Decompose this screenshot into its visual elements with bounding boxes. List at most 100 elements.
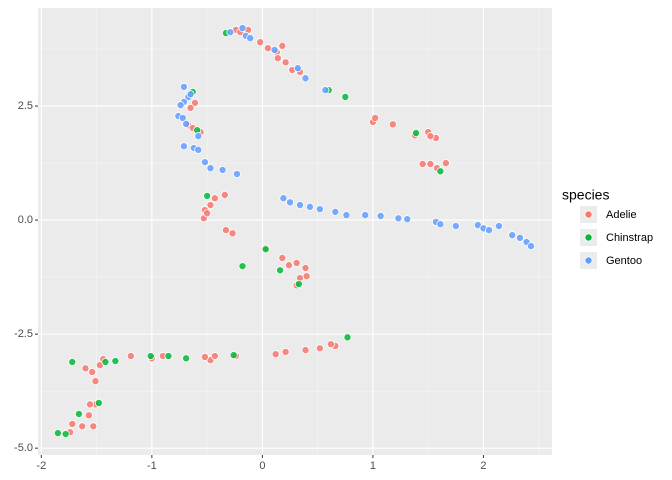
point [361,211,370,220]
point [441,159,450,168]
point [270,45,279,54]
point [194,145,203,154]
point [210,194,219,203]
point [232,170,241,179]
point [194,132,203,141]
point [190,98,199,107]
point [284,261,293,270]
point [388,120,397,129]
point [210,352,219,361]
point [301,263,310,272]
point [186,103,195,112]
point [371,113,380,122]
y-tick-label: -5.0 [14,442,33,454]
point [301,74,310,83]
point [302,272,311,281]
point [256,38,265,47]
x-tick-label: 2 [480,460,486,472]
point [295,201,304,210]
point [85,400,94,409]
point [342,211,351,220]
x-tick-label: 1 [370,460,376,472]
point [321,86,330,95]
point [61,430,70,439]
point [331,207,340,216]
point [164,352,173,361]
point [200,352,209,361]
point [281,347,290,356]
point [426,132,435,141]
point [220,191,229,200]
point [305,202,314,211]
point [206,164,215,173]
x-tick-label: -2 [36,460,46,472]
point [484,226,493,235]
point [276,266,285,275]
point [179,82,188,91]
point [228,229,237,238]
point [261,245,270,254]
point [111,357,120,366]
point [200,158,209,167]
axes: -2 -1 0 1 2 -5.0 -2.5 0.0 2.5 [14,100,486,472]
x-tick-label: 0 [259,460,265,472]
point [178,113,187,122]
point [203,191,212,200]
point [341,92,350,101]
y-tick-label: -2.5 [14,328,33,340]
legend-label: Gentoo [606,255,642,267]
point [273,54,282,63]
point [278,253,287,262]
point [526,242,535,251]
legend: species Adelie Chinstrap Gentoo [562,187,653,269]
point [176,101,185,110]
point [68,419,77,428]
legend-label: Adelie [606,209,637,221]
point [238,24,247,33]
point [226,28,235,37]
point [74,409,83,418]
point [436,220,445,229]
point [281,58,290,67]
point [126,352,135,361]
legend-swatch [584,210,593,219]
point [182,354,191,363]
point [403,215,412,224]
point [146,352,155,361]
point [279,194,288,203]
point [203,209,212,218]
point [418,159,427,168]
point [179,142,188,151]
point [436,167,445,176]
point [229,351,238,360]
legend-swatch [584,256,593,265]
point [394,214,403,223]
panel [38,8,552,455]
point [84,411,93,420]
y-tick-label: 0.0 [18,214,33,226]
point [292,258,301,267]
point [426,159,435,168]
point [78,422,87,431]
points [53,24,535,439]
point [218,165,227,174]
point [246,34,255,43]
point [271,350,280,359]
point [315,344,324,353]
point [286,198,295,207]
point [182,119,191,128]
point [206,201,215,210]
point [101,357,110,366]
legend-swatch [584,233,593,242]
point [68,357,77,366]
point [221,226,230,235]
point [53,429,62,438]
point [91,377,100,386]
point [343,333,352,342]
y-tick-label: 2.5 [18,100,33,112]
point [376,211,385,220]
point [88,367,97,376]
point [494,222,503,231]
point [326,340,335,349]
